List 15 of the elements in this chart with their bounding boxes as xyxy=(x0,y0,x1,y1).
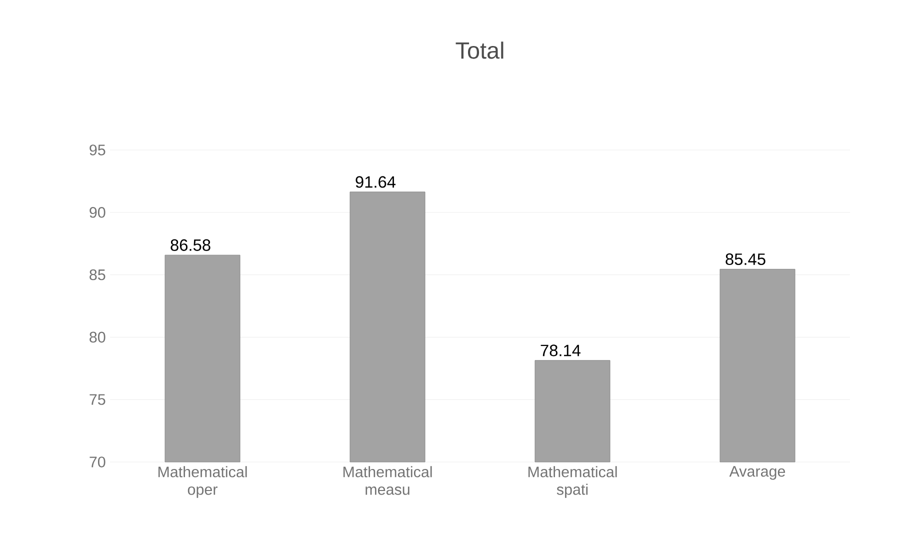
y-tick-label: 90 xyxy=(90,206,106,218)
x-tick-label: Mathematical measu xyxy=(343,466,432,495)
x-tick-label: Mathematical spati xyxy=(528,466,617,498)
data-label: 91.64 xyxy=(356,176,396,188)
y-tick-label: 80 xyxy=(90,332,106,343)
y-tick-label: 95 xyxy=(90,144,106,156)
y-tick-label: 85 xyxy=(90,269,106,280)
data-label: 78.14 xyxy=(540,344,581,356)
y-tick-label: 75 xyxy=(90,394,106,405)
data-label: 85.45 xyxy=(726,253,766,266)
y-tick-label: 70 xyxy=(90,456,106,468)
chart-title: Total xyxy=(456,42,504,59)
x-tick-label: Mathematical oper xyxy=(158,466,247,498)
x-tick-label: Avarage xyxy=(729,466,786,480)
data-label: 86.58 xyxy=(170,239,210,251)
